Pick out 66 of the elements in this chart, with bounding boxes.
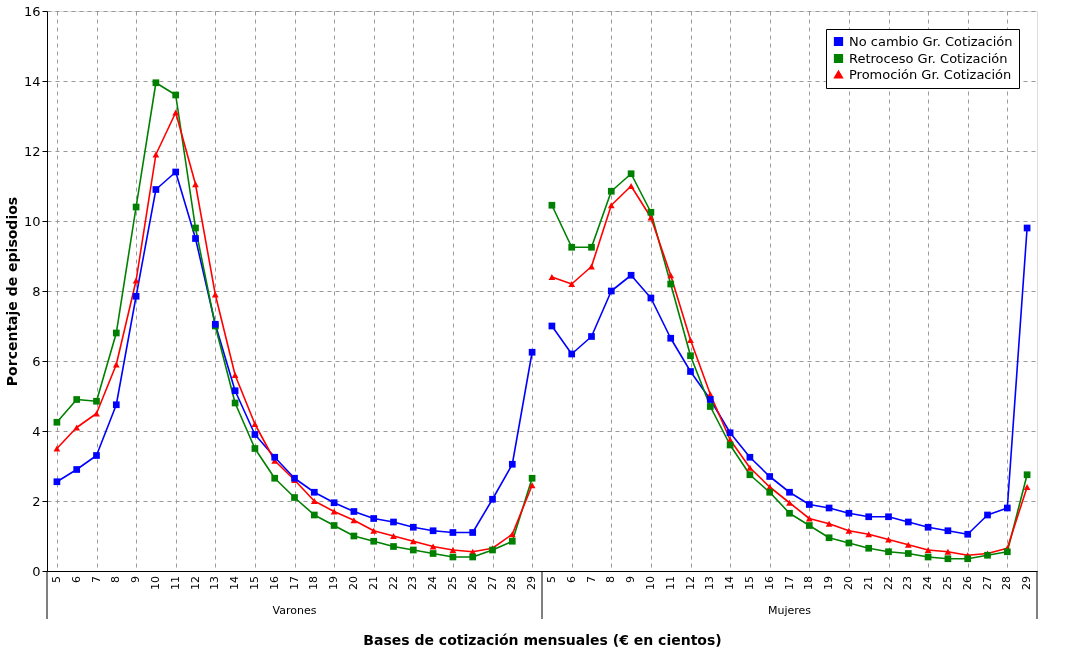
x-tick-label: 26 xyxy=(465,576,479,590)
x-tick-label: 13 xyxy=(208,576,222,590)
x-tick-label: 26 xyxy=(960,576,974,590)
y-axis-title: Porcentaje de episodios xyxy=(3,196,20,387)
x-tick-label: 23 xyxy=(406,576,420,590)
x-tick-label: 19 xyxy=(327,576,341,590)
x-tick-label: 9 xyxy=(624,576,638,583)
x-tick-label: 28 xyxy=(505,576,519,590)
x-tick-label: 24 xyxy=(426,576,440,590)
x-tick-label: 15 xyxy=(742,576,756,590)
legend-label: Retroceso Gr. Cotización xyxy=(849,50,1008,66)
text: Varones xyxy=(272,604,317,617)
y-tick-label: 8 xyxy=(32,283,41,299)
x-tick-label: 12 xyxy=(188,576,202,590)
x-tick-label: 6 xyxy=(564,576,578,583)
x-tick-label: 5 xyxy=(544,576,558,583)
x-tick-label: 24 xyxy=(921,576,935,590)
x-tick-label: 13 xyxy=(703,576,717,590)
x-tick-label: 22 xyxy=(881,576,895,590)
x-tick-label: 11 xyxy=(168,576,182,590)
x-tick-label: 14 xyxy=(228,576,242,590)
x-tick-label: 5 xyxy=(49,576,63,583)
x-tick-label: 21 xyxy=(861,576,875,590)
x-tick-label: 7 xyxy=(584,576,598,583)
y-tick-label: 16 xyxy=(23,3,41,19)
x-tick-label: 27 xyxy=(485,576,499,590)
x-tick-label: 25 xyxy=(445,576,459,590)
x-tick-label: 22 xyxy=(386,576,400,590)
x-tick-label: 8 xyxy=(604,576,618,583)
x-tick-label: 25 xyxy=(940,576,954,590)
x-tick-label: 17 xyxy=(782,576,796,590)
x-tick-label: 28 xyxy=(1000,576,1014,590)
x-tick-label: 12 xyxy=(683,576,697,590)
x-tick-label: 20 xyxy=(346,576,360,590)
y-tick-label: 10 xyxy=(23,213,41,229)
legend-label: Promoción Gr. Cotización xyxy=(849,66,1012,82)
y-tick-label: 14 xyxy=(23,73,41,89)
x-tick-label: 11 xyxy=(663,576,677,590)
x-tick-label: 9 xyxy=(129,576,143,583)
x-tick-label: 20 xyxy=(841,576,855,590)
y-tick-label: 12 xyxy=(23,143,41,159)
x-tick-label: 27 xyxy=(980,576,994,590)
legend-label: No cambio Gr. Cotización xyxy=(849,33,1013,49)
x-tick-label: 21 xyxy=(366,576,380,590)
text: Mujeres xyxy=(767,604,812,617)
y-tick-label: 2 xyxy=(32,493,41,509)
x-tick-label: 14 xyxy=(723,576,737,590)
y-tick-label: 6 xyxy=(32,353,41,369)
x-axis-title: Bases de cotización mensuales (€ en cientos) xyxy=(363,631,722,648)
x-tick-label: 8 xyxy=(109,576,123,583)
y-tick-label: 4 xyxy=(32,423,41,439)
x-tick-label: 18 xyxy=(307,576,321,590)
x-tick-label: 19 xyxy=(822,576,836,590)
x-tick-label: 10 xyxy=(148,576,162,590)
x-tick-label: 23 xyxy=(901,576,915,590)
x-tick-label: 10 xyxy=(643,576,657,590)
y-tick-label: 0 xyxy=(32,563,41,579)
x-tick-label: 16 xyxy=(267,576,281,590)
x-tick-label: 29 xyxy=(525,576,539,590)
x-tick-label: 16 xyxy=(762,576,776,590)
x-tick-label: 29 xyxy=(1020,576,1034,590)
x-tick-label: 7 xyxy=(89,576,103,583)
x-tick-label: 6 xyxy=(69,576,83,583)
x-tick-label: 17 xyxy=(287,576,301,590)
x-tick-label: 15 xyxy=(247,576,261,590)
x-tick-label: 18 xyxy=(802,576,816,590)
